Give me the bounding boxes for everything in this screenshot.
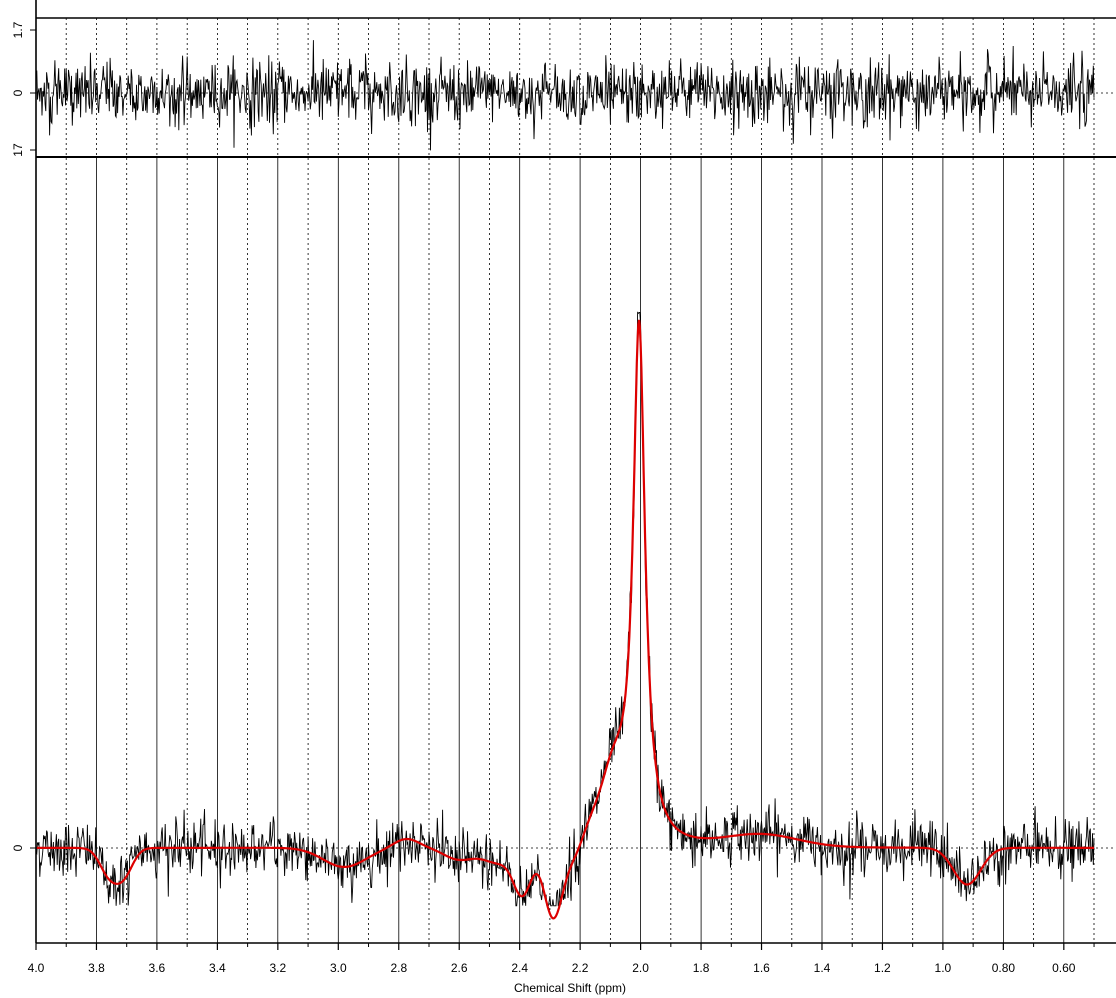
x-tick-label: 3.8 — [88, 961, 105, 975]
spectrum-fit-line — [36, 319, 1094, 920]
x-tick-label: 2.6 — [451, 961, 468, 975]
x-tick-label: 2.0 — [632, 961, 649, 975]
spectrum-data-line — [35, 311, 1095, 907]
x-tick-label: 1.4 — [814, 961, 831, 975]
labels: 4.0 3.8 3.6 3.4 3.2 3.0 2.8 2.6 2.4 2.2 2.0 1.8 1.6 1… — [11, 21, 1076, 975]
gridlines — [35, 18, 1116, 943]
x-tick-label: 3.6 — [149, 961, 166, 975]
x-tick-label: 0.60 — [1052, 961, 1076, 975]
x-tick-label: 2.4 — [511, 961, 528, 975]
x-tick-label: 1.2 — [874, 961, 891, 975]
x-tick-label: 0.80 — [992, 961, 1016, 975]
x-tick-label: 3.2 — [269, 961, 286, 975]
x-tick-label: 3.0 — [330, 961, 347, 975]
x-tick-label: 2.8 — [390, 961, 407, 975]
residual-y-tick-label: 1.7 — [11, 21, 25, 38]
x-tick-label: 1.6 — [753, 961, 770, 975]
x-tick-label: 3.4 — [209, 961, 226, 975]
residual-y-tick-label: 0 — [11, 89, 25, 96]
residual-line — [35, 40, 1095, 151]
x-tick-label: 2.2 — [572, 961, 589, 975]
curves — [35, 40, 1095, 920]
x-tick-label: 4.0 — [28, 961, 45, 975]
spectrum-y-tick-label: 0 — [11, 844, 25, 851]
residual-y-tick-label: 17 — [11, 143, 25, 157]
x-tick-label: 1.0 — [935, 961, 952, 975]
x-tick-label: 1.8 — [693, 961, 710, 975]
x-axis-title: Chemical Shift (ppm) — [514, 981, 626, 995]
frame — [30, 0, 1116, 950]
